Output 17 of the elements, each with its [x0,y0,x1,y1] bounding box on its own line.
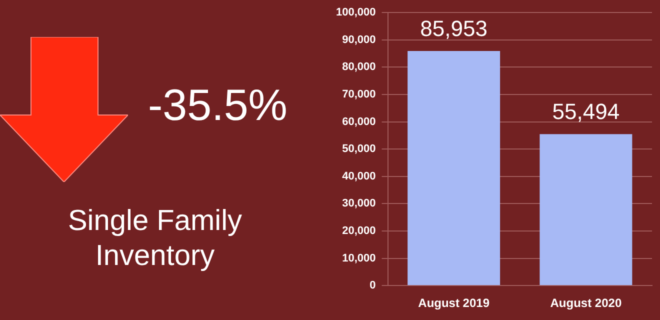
y-tick-label: 100,000 [336,6,376,19]
y-tick-label: 60,000 [342,116,376,128]
y-tick-label: 0 [370,280,376,292]
x-tick-label: August 2020 [550,296,622,310]
y-tick-label: 70,000 [342,88,376,101]
y-tick-label: 20,000 [342,225,376,238]
y-tick-label: 40,000 [342,170,376,182]
y-tick-label: 90,000 [342,34,376,46]
data-label: 85,953 [420,16,488,42]
data-label: 55,494 [552,99,620,124]
y-tick-label: 10,000 [342,252,376,264]
x-tick-label: August 2019 [418,296,490,310]
y-tick-label: 80,000 [342,61,376,74]
text: -35.5% [148,80,288,132]
text: Single Family Inventory [66,204,244,274]
y-tick-label: 30,000 [342,198,376,210]
y-tick-label: 50,000 [342,143,376,156]
